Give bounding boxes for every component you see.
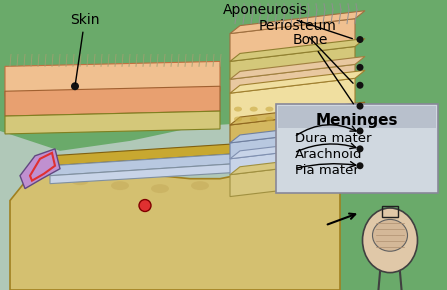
Ellipse shape	[266, 107, 274, 112]
Polygon shape	[230, 110, 355, 143]
Polygon shape	[10, 156, 340, 290]
Polygon shape	[230, 39, 365, 61]
Circle shape	[71, 82, 79, 90]
Ellipse shape	[372, 220, 408, 251]
Polygon shape	[230, 102, 365, 125]
Bar	[382, 206, 398, 218]
Text: Arachnoid: Arachnoid	[295, 148, 363, 161]
Ellipse shape	[281, 117, 289, 122]
Polygon shape	[230, 64, 355, 93]
Text: Periosteum: Periosteum	[259, 19, 353, 83]
Text: Skin: Skin	[70, 13, 100, 84]
Polygon shape	[50, 159, 330, 184]
Polygon shape	[230, 70, 365, 93]
Circle shape	[357, 145, 363, 152]
Text: Aponeurosis: Aponeurosis	[223, 3, 352, 39]
Circle shape	[357, 82, 363, 89]
Polygon shape	[230, 11, 365, 34]
Circle shape	[357, 64, 363, 71]
Polygon shape	[20, 149, 60, 188]
Ellipse shape	[271, 166, 289, 175]
Text: Bone: Bone	[292, 32, 354, 104]
Polygon shape	[230, 78, 355, 125]
Polygon shape	[230, 128, 355, 159]
Ellipse shape	[191, 181, 209, 190]
FancyBboxPatch shape	[278, 106, 436, 128]
Ellipse shape	[250, 107, 258, 112]
Ellipse shape	[297, 117, 305, 122]
Polygon shape	[230, 57, 365, 79]
Polygon shape	[5, 86, 220, 116]
Circle shape	[357, 162, 363, 169]
Ellipse shape	[281, 107, 289, 112]
Polygon shape	[50, 139, 330, 166]
Circle shape	[357, 128, 363, 135]
Ellipse shape	[363, 208, 417, 273]
Ellipse shape	[111, 181, 129, 190]
Polygon shape	[5, 111, 220, 134]
Circle shape	[357, 103, 363, 110]
Ellipse shape	[234, 107, 242, 112]
Ellipse shape	[297, 107, 305, 112]
Polygon shape	[230, 136, 365, 159]
Ellipse shape	[231, 176, 249, 185]
Text: Dura mater: Dura mater	[295, 133, 371, 145]
Polygon shape	[230, 19, 355, 61]
Ellipse shape	[344, 117, 352, 122]
Text: Meninges: Meninges	[316, 113, 398, 128]
Polygon shape	[230, 120, 365, 143]
Ellipse shape	[266, 117, 274, 122]
Text: Pia mater: Pia mater	[295, 164, 359, 177]
Circle shape	[357, 36, 363, 43]
Polygon shape	[5, 61, 220, 96]
Ellipse shape	[151, 184, 169, 193]
Ellipse shape	[250, 117, 258, 122]
Polygon shape	[0, 121, 340, 290]
FancyBboxPatch shape	[276, 104, 438, 193]
Polygon shape	[230, 144, 355, 175]
Polygon shape	[230, 46, 355, 79]
Ellipse shape	[328, 107, 336, 112]
Polygon shape	[50, 149, 330, 176]
Ellipse shape	[312, 117, 320, 122]
Ellipse shape	[344, 107, 352, 112]
Circle shape	[139, 200, 151, 211]
Polygon shape	[230, 152, 365, 175]
Ellipse shape	[328, 117, 336, 122]
Ellipse shape	[234, 117, 242, 122]
Polygon shape	[230, 160, 355, 197]
Ellipse shape	[71, 176, 89, 185]
Ellipse shape	[312, 107, 320, 112]
